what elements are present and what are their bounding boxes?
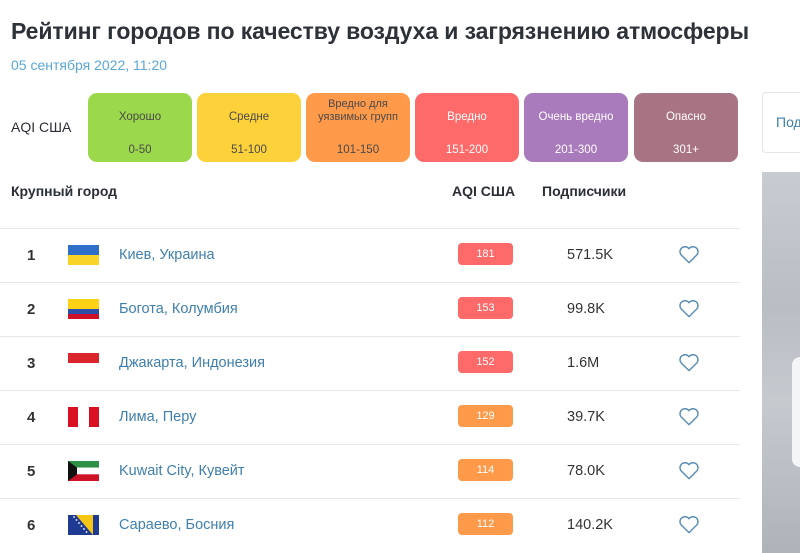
- subscribe-panel[interactable]: Под: [762, 92, 800, 153]
- kuwait-flag-icon: [68, 461, 99, 481]
- rank-number: 6: [27, 517, 36, 534]
- rank-number: 4: [27, 409, 36, 426]
- city-link[interactable]: Богота, Колумбия: [119, 301, 238, 317]
- rank-number: 1: [27, 247, 36, 264]
- table-row[interactable]: 6 Сараево, Босния 112 140.2K: [0, 498, 740, 553]
- aqi-badge: 153: [458, 297, 513, 319]
- legend-item-range: 0-50: [128, 144, 152, 156]
- city-link[interactable]: Сараево, Босния: [119, 517, 235, 533]
- heart-icon[interactable]: [678, 244, 700, 264]
- rank-number: 5: [27, 463, 36, 480]
- aqi-badge: 114: [458, 459, 513, 481]
- table-row[interactable]: 1 Киев, Украина 181 571.5K: [0, 228, 740, 283]
- city-link[interactable]: Киев, Украина: [119, 247, 215, 263]
- subscribers-count: 99.8K: [567, 301, 605, 317]
- legend-item-range: 101-150: [336, 144, 380, 156]
- table-row[interactable]: 5 Kuwait City, Кувейт 114 78.0K: [0, 444, 740, 499]
- legend-item-moderate: Средне 51-100: [197, 93, 301, 162]
- legend-item-name: Вредно: [447, 111, 487, 123]
- table-row[interactable]: 4 Лима, Перу 129 39.7K: [0, 390, 740, 445]
- legend-item-name: Вредно для уязвимых групп: [318, 98, 398, 123]
- heart-icon[interactable]: [678, 460, 700, 480]
- legend-item-good: Хорошо 0-50: [88, 93, 192, 162]
- legend-item-range: 51-100: [231, 144, 267, 156]
- legend-item-unhealthy: Вредно 151-200: [415, 93, 519, 162]
- aqi-badge: 152: [458, 351, 513, 373]
- legend-item-hazardous: Опасно 301+: [634, 93, 738, 162]
- rank-number: 2: [27, 301, 36, 318]
- page-title: Рейтинг городов по качеству воздуха и за…: [11, 18, 749, 44]
- aqi-badge: 129: [458, 405, 513, 427]
- legend-item-name: Очень вредно: [538, 111, 614, 123]
- peru-flag-icon: [68, 407, 99, 427]
- city-link[interactable]: Джакарта, Индонезия: [119, 355, 265, 371]
- subscribers-count: 571.5K: [567, 247, 613, 263]
- city-link[interactable]: Лима, Перу: [119, 409, 197, 425]
- table-row[interactable]: 3 Джакарта, Индонезия 152 1.6M: [0, 336, 740, 391]
- rank-number: 3: [27, 355, 36, 372]
- legend-item-name: Опасно: [665, 111, 707, 123]
- table-row[interactable]: 2 Богота, Колумбия 153 99.8K: [0, 282, 740, 337]
- heart-icon[interactable]: [678, 514, 700, 534]
- subscribe-panel-text: Под: [776, 114, 800, 130]
- bosnia-flag-icon: [68, 515, 99, 535]
- legend-label: AQI США: [11, 119, 72, 135]
- side-card: [792, 357, 800, 467]
- subscribers-count: 39.7K: [567, 409, 605, 425]
- legend-item-range: 151-200: [445, 144, 489, 156]
- aqi-badge: 181: [458, 243, 513, 265]
- legend-item-very-unhealthy: Очень вредно 201-300: [524, 93, 628, 162]
- subscribers-count: 140.2K: [567, 517, 613, 533]
- indonesia-flag-icon: [68, 353, 99, 373]
- column-header-subscribers[interactable]: Подписчики: [542, 183, 627, 199]
- legend-item-name: Хорошо: [118, 111, 162, 123]
- colombia-flag-icon: [68, 299, 99, 319]
- page-date: 05 сентября 2022, 11:20: [11, 57, 168, 73]
- ukraine-flag-icon: [68, 245, 99, 265]
- subscribers-count: 1.6M: [567, 355, 600, 371]
- legend-item-range: 201-300: [554, 144, 598, 156]
- legend-item-range: 301+: [673, 144, 699, 156]
- heart-icon[interactable]: [678, 298, 700, 318]
- subscribers-count: 78.0K: [567, 463, 605, 479]
- heart-icon[interactable]: [678, 352, 700, 372]
- aqi-badge: 112: [458, 513, 513, 535]
- heart-icon[interactable]: [678, 406, 700, 426]
- legend-item-name: Средне: [228, 111, 270, 123]
- column-header-aqi[interactable]: AQI США: [452, 183, 516, 199]
- legend-item-sensitive: Вредно для уязвимых групп 101-150: [306, 93, 410, 162]
- column-header-city[interactable]: Крупный город: [11, 183, 118, 199]
- city-link[interactable]: Kuwait City, Кувейт: [119, 463, 245, 479]
